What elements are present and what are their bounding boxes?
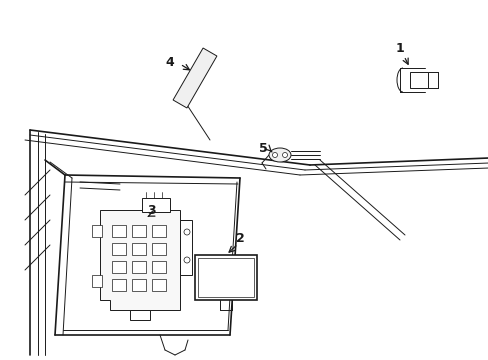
Bar	[112, 225, 126, 237]
Bar	[112, 243, 126, 255]
Ellipse shape	[282, 153, 287, 158]
Bar	[409, 72, 427, 88]
Ellipse shape	[183, 257, 190, 263]
Bar	[195, 255, 257, 300]
Bar	[92, 275, 102, 287]
Bar	[152, 225, 165, 237]
Bar	[132, 261, 146, 273]
Bar	[152, 279, 165, 291]
Bar	[152, 243, 165, 255]
Ellipse shape	[272, 153, 277, 158]
Text: 5: 5	[258, 141, 267, 154]
Bar	[130, 310, 150, 320]
Bar	[132, 243, 146, 255]
Bar	[112, 279, 126, 291]
Text: 3: 3	[147, 203, 156, 216]
Bar	[142, 198, 170, 212]
Ellipse shape	[183, 229, 190, 235]
Bar	[180, 220, 192, 275]
Ellipse shape	[268, 148, 290, 162]
Bar	[112, 261, 126, 273]
Text: 1: 1	[395, 41, 404, 54]
Polygon shape	[173, 48, 217, 108]
Text: 2: 2	[235, 231, 244, 244]
Bar	[132, 225, 146, 237]
Bar	[132, 279, 146, 291]
Polygon shape	[100, 210, 190, 310]
Bar	[152, 261, 165, 273]
Bar	[198, 258, 253, 297]
Bar	[92, 225, 102, 237]
Text: 4: 4	[165, 55, 174, 68]
